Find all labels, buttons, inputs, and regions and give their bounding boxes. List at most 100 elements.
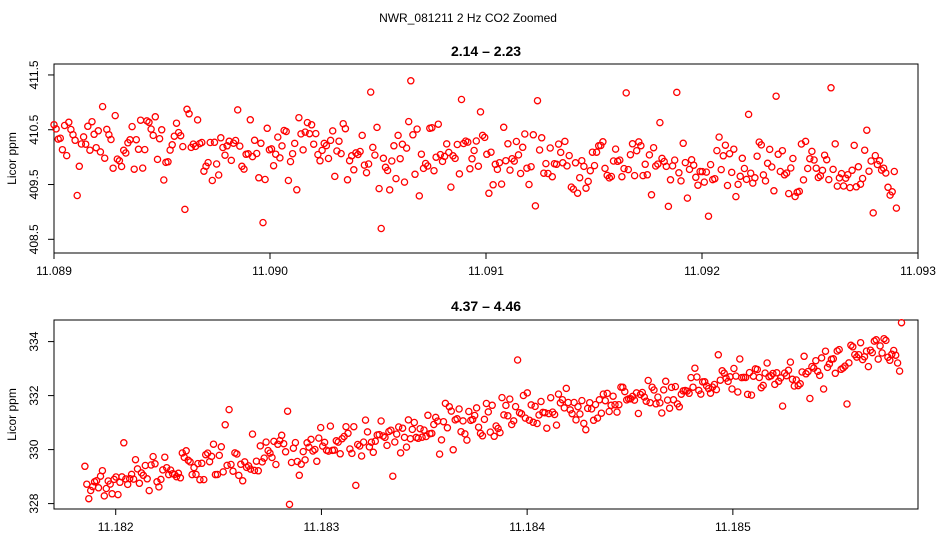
data-point xyxy=(884,183,892,192)
data-point xyxy=(342,422,350,431)
data-point xyxy=(291,438,300,447)
data-point xyxy=(223,142,231,150)
data-point xyxy=(295,471,304,480)
data-point xyxy=(107,135,115,144)
data-point xyxy=(574,402,582,411)
data-point xyxy=(227,156,236,165)
data-point xyxy=(200,475,208,484)
data-point xyxy=(94,484,103,492)
data-point xyxy=(330,446,339,454)
data-point xyxy=(675,169,683,177)
data-point xyxy=(413,125,421,133)
data-point xyxy=(81,462,89,471)
data-point xyxy=(485,189,493,198)
data-point xyxy=(504,140,512,148)
data-point xyxy=(418,433,426,441)
data-point xyxy=(880,334,888,343)
data-point xyxy=(487,148,495,156)
data-point xyxy=(453,140,462,149)
data-point xyxy=(431,413,440,422)
data-point xyxy=(818,166,827,175)
data-point xyxy=(331,172,339,181)
data-point xyxy=(667,383,676,392)
data-point xyxy=(630,171,639,180)
data-point xyxy=(73,191,81,200)
data-point xyxy=(891,351,900,359)
data-point xyxy=(311,445,319,454)
data-point xyxy=(130,165,138,173)
data-point xyxy=(587,405,596,413)
data-point xyxy=(511,402,520,411)
data-point xyxy=(301,128,309,136)
data-point xyxy=(179,142,187,151)
data-point xyxy=(543,424,551,432)
data-point xyxy=(835,345,843,354)
data-point xyxy=(451,154,459,163)
data-point xyxy=(474,423,483,431)
data-point xyxy=(661,377,670,386)
data-point xyxy=(813,367,822,376)
x-tick-label: 11.092 xyxy=(684,264,720,278)
data-point xyxy=(341,124,350,133)
data-point xyxy=(869,209,877,217)
data-point xyxy=(463,436,471,444)
data-point xyxy=(383,441,391,450)
data-point xyxy=(455,170,464,178)
data-point xyxy=(246,116,255,124)
data-point xyxy=(504,412,512,420)
data-point xyxy=(500,411,508,419)
data-point xyxy=(183,105,191,114)
data-point xyxy=(597,141,605,150)
data-point xyxy=(683,387,691,395)
data-point xyxy=(601,164,609,173)
data-point xyxy=(271,150,280,158)
data-point xyxy=(316,157,324,165)
data-point xyxy=(430,420,438,429)
data-point xyxy=(742,175,751,184)
data-point xyxy=(360,161,369,169)
data-point xyxy=(474,162,483,170)
data-point xyxy=(100,492,109,500)
panel-bottom: 4.37 – 4.46 11.182 11.183 11.184 11.185 328 33… xyxy=(5,298,919,534)
data-point xyxy=(420,426,428,434)
data-point xyxy=(603,389,611,398)
data-point xyxy=(295,113,303,122)
data-point xyxy=(186,458,194,466)
data-point xyxy=(740,164,749,173)
data-point xyxy=(357,452,366,460)
data-point xyxy=(644,376,652,385)
x-tick-label: 11.185 xyxy=(715,520,751,534)
data-point xyxy=(375,184,383,193)
data-point xyxy=(133,465,142,473)
data-point xyxy=(377,224,385,233)
data-point xyxy=(113,155,122,163)
data-point xyxy=(517,410,526,418)
data-point xyxy=(240,165,248,173)
data-point xyxy=(287,458,296,467)
data-point xyxy=(132,135,141,144)
data-point xyxy=(812,356,820,365)
data-point xyxy=(601,396,610,405)
data-point xyxy=(681,158,690,167)
data-point xyxy=(125,474,134,483)
data-point xyxy=(258,458,266,466)
data-point xyxy=(582,184,590,192)
data-point xyxy=(313,457,321,466)
data-point xyxy=(650,386,658,394)
data-point xyxy=(267,145,276,153)
data-point xyxy=(348,449,356,458)
data-point xyxy=(588,148,597,156)
data-point xyxy=(713,146,721,155)
data-point xyxy=(843,400,851,408)
data-point xyxy=(257,139,265,148)
data-point xyxy=(227,460,235,469)
data-point xyxy=(822,155,831,164)
data-point xyxy=(242,463,251,472)
data-point xyxy=(685,165,694,174)
data-point xyxy=(52,125,60,133)
data-point xyxy=(84,122,92,131)
data-point xyxy=(747,391,756,399)
data-point xyxy=(595,396,604,404)
data-point xyxy=(751,174,759,182)
data-point xyxy=(757,141,766,149)
